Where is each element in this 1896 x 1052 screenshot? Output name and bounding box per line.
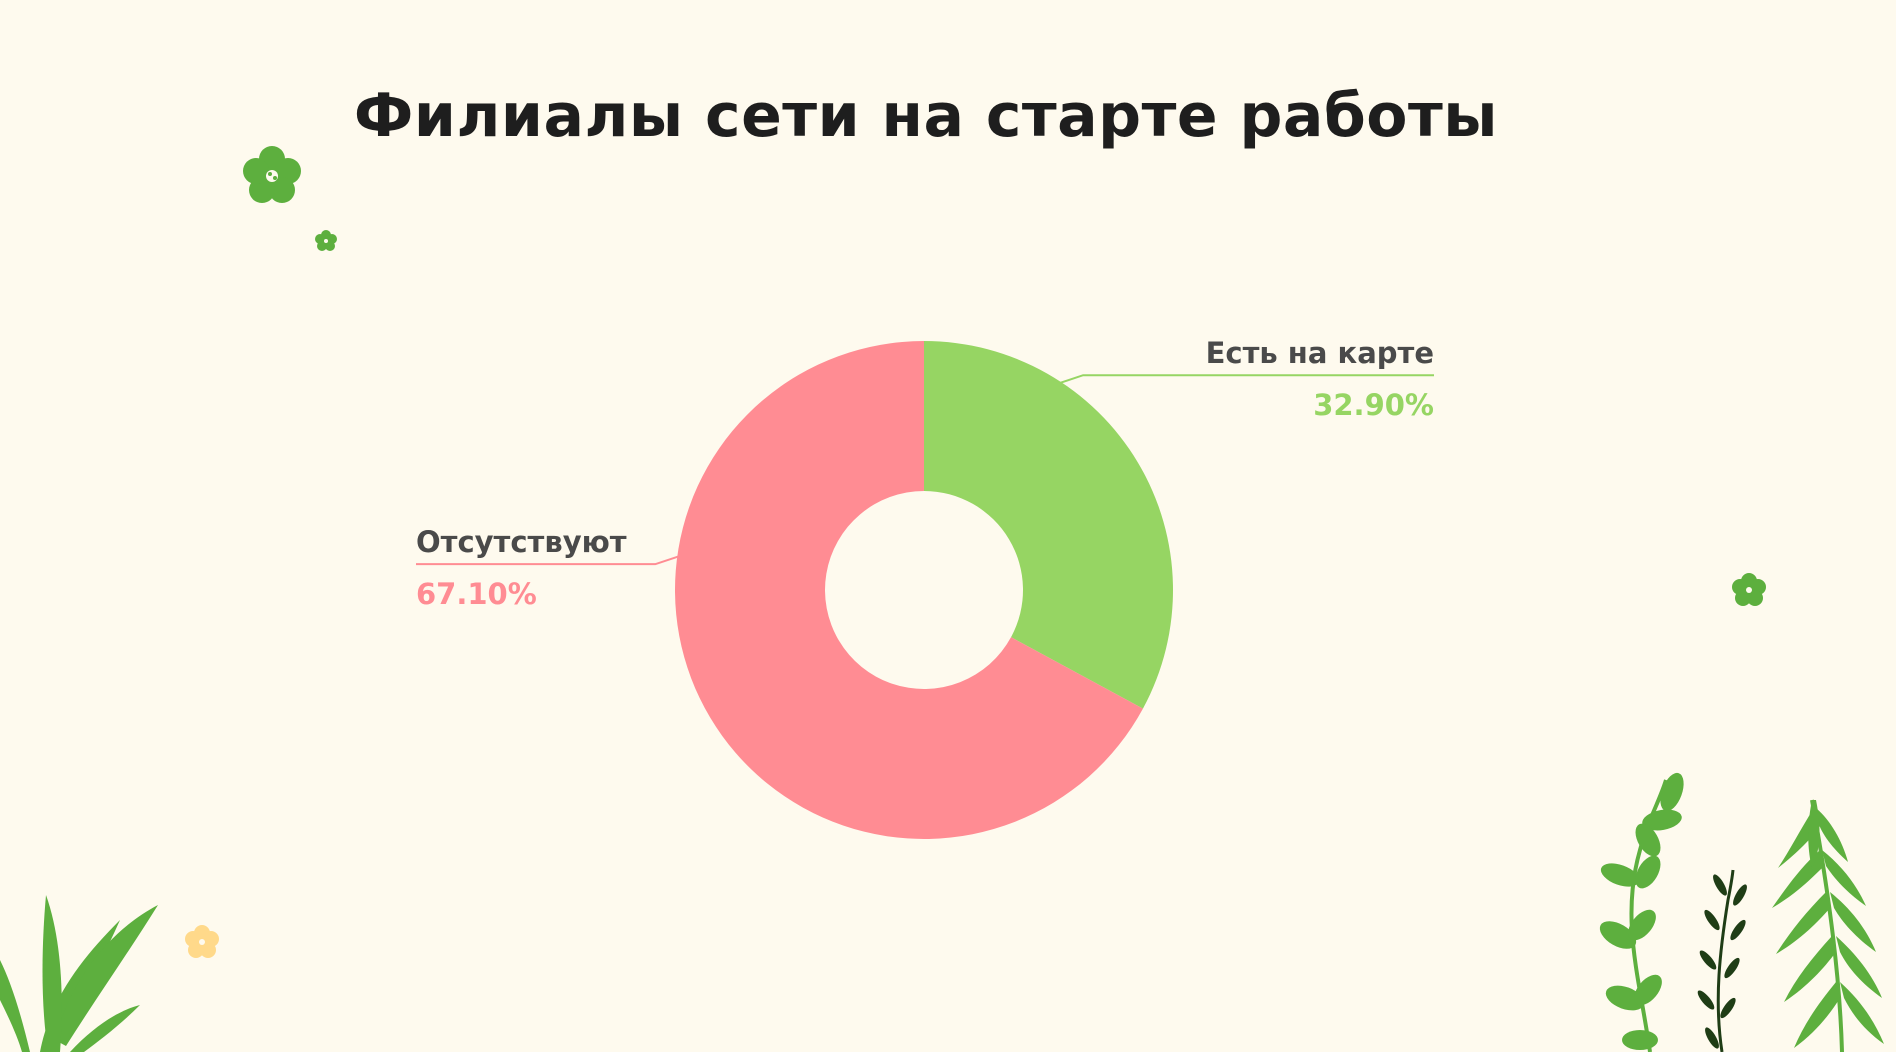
leaf-icon bbox=[1697, 869, 1747, 1052]
leaf-icon bbox=[0, 895, 158, 1052]
flower-icon bbox=[243, 146, 301, 203]
page-title: Филиалы сети на старте работы bbox=[353, 81, 1499, 151]
leaf-icon bbox=[1772, 799, 1884, 1052]
slice-label-1: Есть на карте bbox=[1206, 336, 1434, 370]
pie-slice-1 bbox=[924, 341, 1173, 709]
flower-icon bbox=[1732, 573, 1766, 606]
slice-value-2: 67.10% bbox=[416, 577, 537, 611]
slice-value-1: 32.90% bbox=[1313, 388, 1434, 422]
leader-line-2 bbox=[416, 555, 680, 566]
leaf-icon bbox=[1599, 772, 1684, 1052]
leader-line-1 bbox=[1058, 374, 1434, 385]
pie-slice-2 bbox=[674, 341, 1143, 839]
flower-icon bbox=[315, 230, 337, 251]
slice-label-2: Отсутствуют bbox=[416, 525, 627, 559]
flower-icon bbox=[185, 925, 219, 958]
